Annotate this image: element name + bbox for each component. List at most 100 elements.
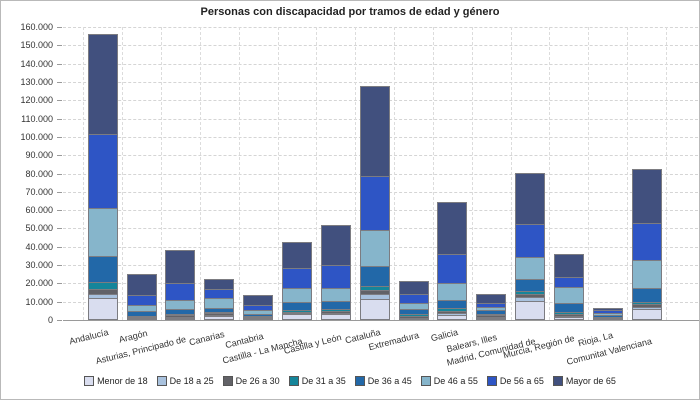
bar-segment [204,307,235,312]
y-axis-tick-label: 100.000 [20,131,53,142]
bar-segment [87,289,118,295]
bar-segment [243,310,274,314]
bar-segment [281,314,312,320]
x-axis-category-label: Castilla y León [282,332,343,356]
bar-segment [87,297,118,320]
bar-segment [126,294,157,305]
legend-swatch-icon [156,376,167,386]
bar-segment [398,294,429,304]
y-axis-tick-label: 30.000 [25,260,53,271]
bar [398,280,429,320]
legend-swatch-icon [222,376,233,386]
bar-segment [592,316,623,318]
x-axis-category-label: Canarias [188,329,226,348]
bar-segment [87,282,118,290]
bar-segment [437,308,468,311]
bar-segment [515,291,546,295]
legend-item: De 36 a 45 [354,376,412,386]
bar-segment [398,309,429,315]
legend-swatch-icon [486,376,497,386]
y-axis-tick-label: 70.000 [25,186,53,197]
y-axis-tick [57,27,62,28]
bar-segment [553,302,584,312]
bar-segment [515,294,546,297]
y-axis-tick-label: 90.000 [25,150,53,161]
bar-segment [398,317,429,319]
y-axis-tick-label: 10.000 [25,296,53,307]
y-axis-tick [57,301,62,303]
bar-segment [281,241,312,268]
gridline-vertical [666,27,668,320]
bar-segment [281,310,312,313]
bar [87,34,118,320]
y-axis-tick [57,265,62,267]
y-axis-tick [57,228,62,230]
y-axis-tick [57,45,62,47]
bar-segment [126,304,157,311]
gridline-vertical [549,27,551,320]
y-axis-tick [57,173,62,175]
bar-segment [476,313,507,316]
y-axis-tick-label: 80.000 [25,168,53,179]
bar-segment [281,313,312,315]
bar [515,172,546,320]
bar-segment [476,302,507,307]
bar [476,293,507,320]
bar-segment [631,288,662,303]
bar-segment [476,310,507,314]
bar-segment [165,300,196,309]
bar-segment [437,202,468,254]
bar-segment [359,290,390,294]
bar-segment [204,311,235,314]
y-axis-tick-label: 140.000 [20,58,53,69]
bar-segment [476,306,507,310]
bar-segment [243,317,274,319]
bar-segment [437,311,468,314]
gridline-vertical [316,27,318,320]
legend-item: Menor de 18 [84,376,148,386]
bar-segment [359,175,390,231]
y-axis-tick [57,136,62,138]
y-axis-tick [57,283,62,285]
bar-segment [87,34,118,135]
legend-label: De 56 a 65 [499,376,544,386]
bar-segment [398,303,429,310]
gridline-vertical [199,27,201,320]
y-axis-tick-label: 110.000 [21,113,53,124]
bar-segment [437,283,468,301]
bar-segment [592,317,623,319]
bar-segment [165,308,196,314]
bar [437,202,468,320]
bar-segment [515,172,546,224]
bar-segment [359,85,390,176]
bar-segment [553,316,584,320]
x-axis-category-label: Galicia [429,327,459,344]
legend-label: Menor de 18 [97,376,148,386]
y-axis-tick [57,100,62,102]
bar-segment [281,312,312,314]
legend-swatch-icon [420,376,431,386]
bar [359,85,390,320]
bar-segment [243,313,274,316]
bar-segment [165,316,196,318]
bar-segment [631,304,662,307]
bar-segment [476,317,507,320]
y-axis-tick-label: 40.000 [25,241,53,252]
bar-segment [165,315,196,317]
bar-segment [631,302,662,305]
y-axis-tick [57,246,62,248]
bar-segment [165,317,196,320]
bar-segment [631,306,662,310]
gridline-vertical [277,27,279,320]
legend-item: Mayor de 65 [552,376,616,386]
bar-segment [515,278,546,292]
bar-segment [592,318,623,320]
legend-item: De 31 a 35 [288,376,346,386]
y-axis-tick-label: 120.000 [20,95,53,106]
x-axis-line [63,320,699,321]
bar-segment [281,288,312,303]
y-axis-tick [57,63,62,65]
legend-item: De 46 a 55 [420,376,478,386]
bar [165,250,196,320]
bar-segment [320,301,351,309]
